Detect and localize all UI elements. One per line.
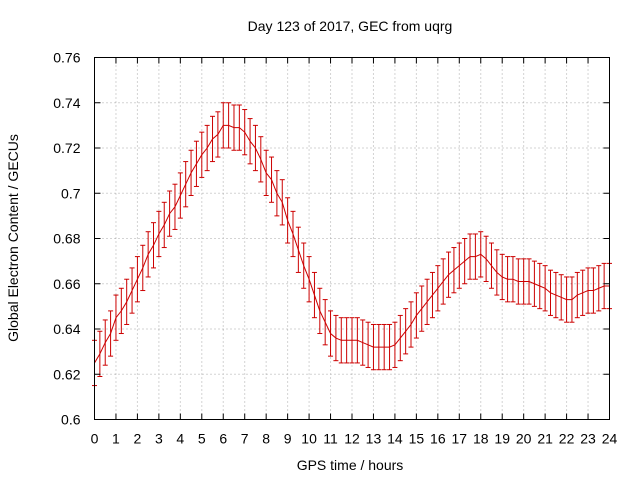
x-tick-label: 19 <box>494 431 510 447</box>
y-tick-label: 0.6 <box>61 412 81 428</box>
x-tick-label: 17 <box>452 431 468 447</box>
x-tick-label: 24 <box>602 431 618 447</box>
y-tick-label: 0.66 <box>53 276 80 292</box>
x-tick-label: 14 <box>387 431 403 447</box>
x-tick-label: 5 <box>198 431 206 447</box>
y-tick-label: 0.72 <box>53 140 80 156</box>
x-tick-label: 9 <box>284 431 292 447</box>
y-tick-label: 0.76 <box>53 50 80 66</box>
y-tick-label: 0.7 <box>61 185 81 201</box>
y-tick-label: 0.68 <box>53 231 80 247</box>
x-tick-label: 18 <box>473 431 489 447</box>
x-tick-label: 10 <box>301 431 317 447</box>
x-tick-label: 16 <box>430 431 446 447</box>
y-tick-label: 0.74 <box>53 95 80 111</box>
x-axis-label: GPS time / hours <box>297 457 404 473</box>
x-tick-label: 7 <box>241 431 249 447</box>
x-tick-label: 3 <box>155 431 163 447</box>
x-tick-label: 6 <box>219 431 227 447</box>
x-tick-label: 15 <box>409 431 425 447</box>
x-tick-label: 11 <box>323 431 338 447</box>
y-tick-label: 0.62 <box>53 366 80 382</box>
x-tick-label: 22 <box>559 431 575 447</box>
x-tick-label: 0 <box>91 431 99 447</box>
ticks <box>94 57 610 420</box>
x-tick-label: 8 <box>262 431 270 447</box>
x-tick-label: 12 <box>344 431 360 447</box>
y-axis-label: Global Electron Content / GECUs <box>5 134 21 342</box>
tick-labels: 0 1 2 3 4 5 6 7 8 9 10 11 12 13 14 15 16 17 18 19 20 21 22 23 24… <box>53 50 617 447</box>
x-tick-label: 20 <box>516 431 532 447</box>
chart-title: Day 123 of 2017, GEC from uqrg <box>248 18 453 34</box>
series <box>92 102 612 387</box>
y-tick-label: 0.64 <box>53 321 80 337</box>
x-tick-label: 1 <box>112 431 120 447</box>
grid <box>94 57 610 420</box>
x-tick-label: 2 <box>134 431 142 447</box>
x-tick-label: 23 <box>580 431 596 447</box>
x-tick-label: 4 <box>176 431 184 447</box>
x-tick-label: 13 <box>366 431 382 447</box>
x-tick-label: 21 <box>537 431 553 447</box>
